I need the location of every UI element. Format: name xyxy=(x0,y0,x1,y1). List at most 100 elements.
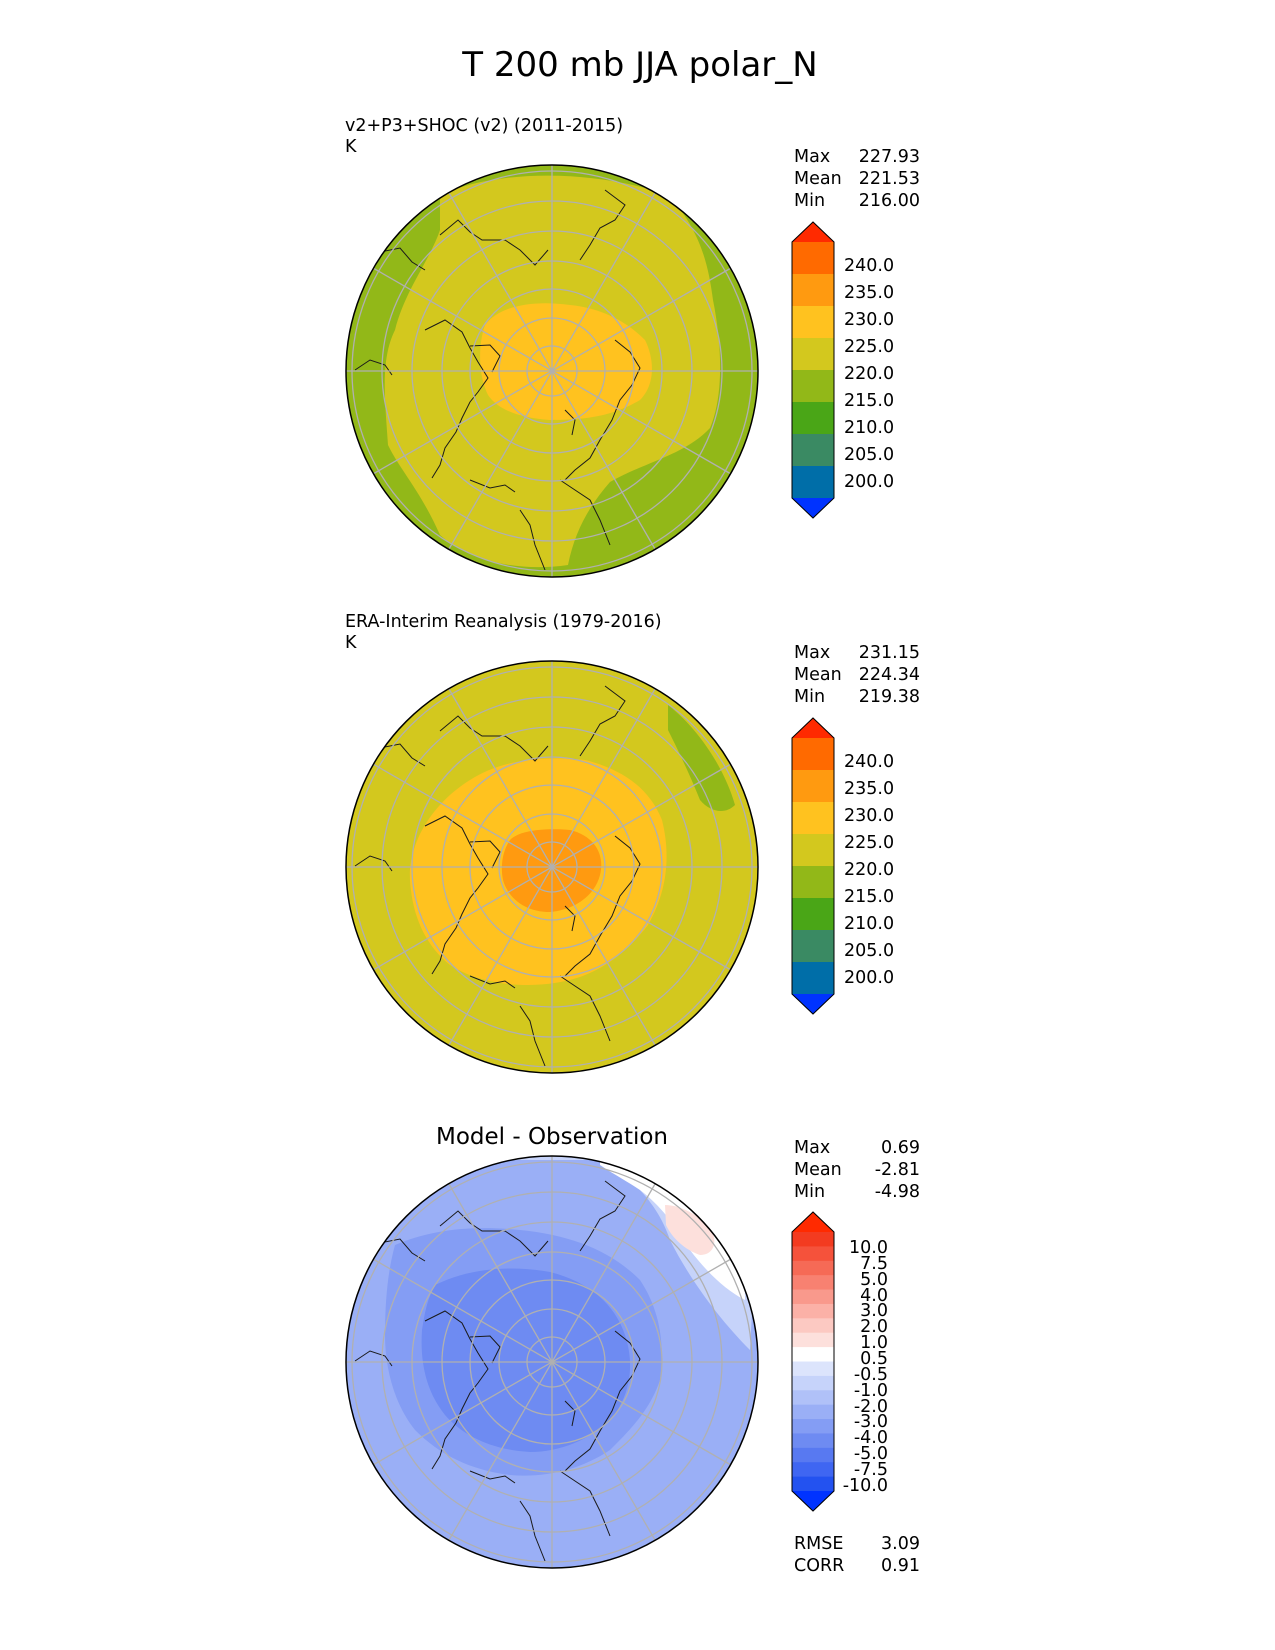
panel-units: K xyxy=(345,633,357,653)
colorbar-swatch xyxy=(792,898,834,931)
colorbar-tick: -4.0 xyxy=(854,1428,888,1448)
colorbar-tick: -2.0 xyxy=(854,1397,888,1417)
colorbar: 240.0 235.0 230.0 225.0 220.0 215.0 210.… xyxy=(791,221,894,519)
stat-value-max: 227.93 xyxy=(859,147,920,167)
colorbar-tick: 220.0 xyxy=(844,364,894,384)
colorbar-tick: -1.0 xyxy=(854,1381,888,1401)
stat-label-min: Min xyxy=(794,1182,825,1202)
colorbar-swatch xyxy=(792,962,834,995)
colorbar-swatch xyxy=(792,1476,834,1492)
colorbar-swatch xyxy=(792,1375,834,1391)
colorbar-tick: 230.0 xyxy=(844,806,894,826)
colorbar-swatch xyxy=(792,338,834,371)
map-boundary xyxy=(345,164,759,578)
colorbar-swatch xyxy=(792,738,834,771)
stats-block: Max 0.69 Mean -2.81 Min -4.98 xyxy=(794,1138,920,1202)
panel-reference: ERA-Interim Reanalysis (1979-2016) K xyxy=(345,612,920,1074)
field-band-minus05-05 xyxy=(600,1160,745,1300)
panel-heading: ERA-Interim Reanalysis (1979-2016) xyxy=(345,612,662,632)
polar-map xyxy=(346,1156,758,1568)
map-boundary xyxy=(345,1155,759,1569)
colorbar-swatch xyxy=(792,1275,834,1291)
coastlines xyxy=(354,1180,641,1562)
colorbar-tick: 200.0 xyxy=(844,968,894,988)
colorbar-swatches xyxy=(791,1211,835,1512)
colorbar-swatch xyxy=(792,1361,834,1377)
colorbar-swatch xyxy=(792,1347,834,1362)
colorbar-outline xyxy=(791,221,835,519)
colorbar-swatch xyxy=(792,1419,834,1434)
panel-units: K xyxy=(345,137,357,157)
stat-label-min: Min xyxy=(794,191,825,211)
colorbar-swatch xyxy=(792,1318,834,1334)
metric-label-rmse: RMSE xyxy=(794,1534,843,1554)
colorbar-ticks: 10.0 7.5 5.0 4.0 3.0 2.0 1.0 0.5 -0.5 -1… xyxy=(843,1238,888,1496)
stat-label-mean: Mean xyxy=(794,1160,842,1180)
stat-value-min: 216.00 xyxy=(859,191,920,211)
colorbar-tick: 235.0 xyxy=(844,283,894,303)
stat-value-mean: -2.81 xyxy=(875,1160,920,1180)
colorbar-extension-max xyxy=(792,1212,834,1232)
colorbar-swatch xyxy=(792,434,834,467)
colorbar-swatch xyxy=(792,370,834,403)
colorbar-swatch xyxy=(792,802,834,835)
colorbar-swatch xyxy=(792,306,834,339)
colorbar-tick: 215.0 xyxy=(844,391,894,411)
colorbar-tick: 215.0 xyxy=(844,887,894,907)
colorbar-tick: 230.0 xyxy=(844,310,894,330)
colorbar-extension-min xyxy=(792,994,834,1014)
colorbar-tick: -10.0 xyxy=(843,1476,888,1496)
colorbar-tick: 205.0 xyxy=(844,445,894,465)
stat-value-min: 219.38 xyxy=(859,687,920,707)
panel-heading: v2+P3+SHOC (v2) (2011-2015) xyxy=(345,116,623,136)
stats-block: Max 231.15 Mean 224.34 Min 219.38 xyxy=(794,643,920,707)
colorbar-tick: 1.0 xyxy=(860,1333,888,1353)
colorbar-tick: 7.5 xyxy=(860,1254,888,1274)
colorbar-extension-max xyxy=(792,718,834,738)
colorbar-tick: 225.0 xyxy=(844,337,894,357)
colorbar-tick: 200.0 xyxy=(844,472,894,492)
colorbar-extension-min xyxy=(792,1491,834,1511)
panel-test: v2+P3+SHOC (v2) (2011-2015) K xyxy=(345,116,920,578)
colorbar-tick: 240.0 xyxy=(844,752,894,772)
stat-value-max: 0.69 xyxy=(881,1138,920,1158)
metric-value-rmse: 3.09 xyxy=(881,1534,920,1554)
colorbar-ticks: 240.0 235.0 230.0 225.0 220.0 215.0 210.… xyxy=(844,256,894,492)
graticule xyxy=(346,661,758,1073)
colorbar-tick: -0.5 xyxy=(854,1365,888,1385)
colorbar-tick: 3.0 xyxy=(860,1301,888,1321)
colorbar-swatch xyxy=(792,770,834,803)
stat-value-mean: 221.53 xyxy=(859,169,920,189)
colorbar-tick: 2.0 xyxy=(860,1317,888,1337)
colorbar-extension-max xyxy=(792,222,834,242)
colorbar: 240.0 235.0 230.0 225.0 220.0 215.0 210.… xyxy=(791,717,894,1015)
colorbar-tick: 210.0 xyxy=(844,418,894,438)
colorbar-swatch xyxy=(792,1462,834,1478)
colorbar-swatch xyxy=(792,402,834,435)
colorbar-swatch xyxy=(792,1404,834,1420)
colorbar-tick: 225.0 xyxy=(844,833,894,853)
metric-value-corr: 0.91 xyxy=(881,1556,920,1576)
colorbar-swatch xyxy=(792,466,834,499)
polar-map xyxy=(346,661,758,1073)
colorbar-tick: -3.0 xyxy=(854,1412,888,1432)
colorbar-tick: 220.0 xyxy=(844,860,894,880)
colorbar-outline xyxy=(791,717,835,1015)
colorbar-extension-min xyxy=(792,498,834,518)
graticule xyxy=(346,1156,758,1568)
colorbar-tick: 210.0 xyxy=(844,914,894,934)
colorbar-swatch xyxy=(792,1447,834,1463)
graticule xyxy=(346,165,758,577)
colorbar-swatch xyxy=(792,1433,834,1449)
colorbar-swatch xyxy=(792,1260,834,1276)
colorbar-tick: 240.0 xyxy=(844,256,894,276)
metrics-block: RMSE 3.09 CORR 0.91 xyxy=(794,1534,920,1576)
stat-label-mean: Mean xyxy=(794,665,842,685)
colorbar-tick: 10.0 xyxy=(849,1238,888,1258)
colorbar-swatch xyxy=(792,1390,834,1406)
metric-label-corr: CORR xyxy=(794,1556,844,1576)
colorbar-tick: 0.5 xyxy=(860,1349,888,1369)
stat-label-max: Max xyxy=(794,643,830,663)
colorbar-swatch xyxy=(792,834,834,867)
